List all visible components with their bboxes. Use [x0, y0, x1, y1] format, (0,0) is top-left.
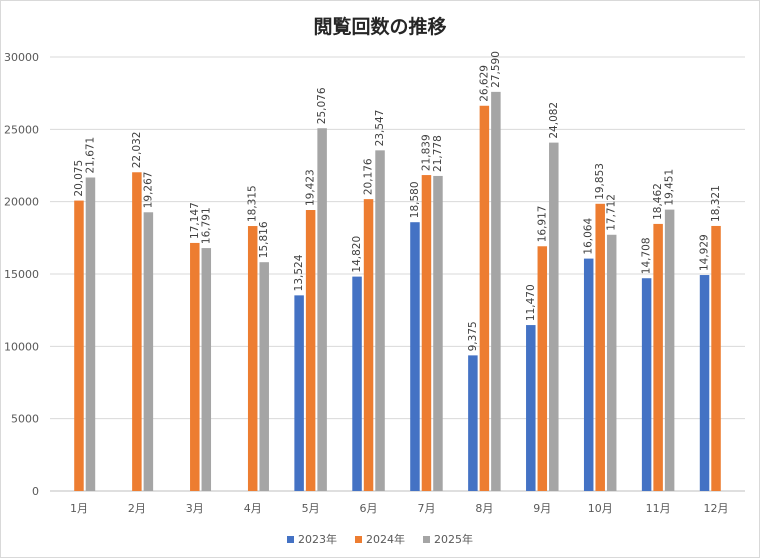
legend-item-2024: 2024年: [355, 531, 405, 547]
x-tick-label: 10月: [588, 502, 613, 515]
bar: [526, 325, 536, 491]
data-label: 17,147: [189, 202, 201, 239]
legend-swatch-2025: [423, 535, 430, 543]
x-tick-label: 1月: [70, 502, 88, 515]
y-tick-label: 5000: [11, 413, 39, 426]
data-label: 16,064: [583, 218, 595, 255]
data-label: 19,267: [142, 172, 154, 209]
legend-label-2025: 2025年: [434, 533, 473, 546]
data-label: 21,778: [432, 135, 444, 172]
legend-label-2023: 2023年: [298, 533, 337, 546]
x-tick-label: 12月: [704, 502, 729, 515]
legend-swatch-2023: [287, 535, 294, 543]
x-tick-label: 7月: [417, 502, 435, 515]
bar: [664, 209, 675, 491]
y-tick-label: 0: [32, 485, 39, 498]
data-label: 18,321: [710, 185, 722, 222]
data-label: 19,451: [664, 169, 676, 206]
bar: [74, 200, 84, 491]
data-label: 22,032: [131, 132, 143, 169]
bar: [317, 128, 327, 491]
data-label: 14,820: [351, 236, 363, 273]
data-label: 18,580: [409, 181, 421, 218]
legend-label-2024: 2024年: [366, 533, 405, 546]
data-label: 26,629: [478, 65, 490, 102]
data-label: 9,375: [467, 321, 479, 351]
bar: [363, 199, 374, 491]
bar: [352, 276, 362, 491]
bar: [190, 242, 200, 491]
y-tick-label: 20000: [4, 196, 39, 209]
legend-item-2023: 2023年: [287, 531, 337, 547]
data-label: 13,524: [293, 254, 305, 291]
bar: [549, 142, 559, 491]
bar: [85, 177, 96, 492]
data-label: 16,791: [200, 207, 212, 244]
bar: [375, 150, 385, 491]
y-tick-label: 25000: [4, 123, 39, 136]
data-label: 11,470: [525, 284, 537, 321]
bar: [433, 175, 443, 491]
bar: [468, 355, 478, 491]
bar: [305, 210, 316, 492]
bar: [421, 175, 432, 491]
bar: [606, 234, 617, 491]
bar: [132, 172, 142, 492]
legend-swatch-2024: [355, 535, 362, 543]
x-tick-label: 3月: [186, 502, 204, 515]
y-tick-label: 15000: [4, 268, 39, 281]
bar: [583, 258, 594, 491]
bar: [711, 225, 721, 491]
data-label: 27,590: [490, 51, 502, 88]
y-tick-label: 30000: [4, 51, 39, 64]
x-tick-label: 6月: [360, 502, 378, 515]
data-label: 20,075: [73, 160, 85, 197]
data-label: 20,176: [363, 158, 375, 195]
x-tick-label: 8月: [475, 502, 493, 515]
data-label: 25,076: [316, 87, 328, 124]
data-label: 18,315: [247, 185, 259, 222]
data-label: 23,547: [374, 110, 386, 147]
bar: [491, 91, 501, 491]
x-tick-label: 5月: [302, 502, 320, 515]
bar: [143, 212, 154, 491]
x-tick-label: 11月: [646, 502, 671, 515]
data-label: 21,839: [420, 134, 432, 171]
bar: [537, 246, 548, 491]
legend-item-2025: 2025年: [423, 531, 473, 547]
bar: [641, 278, 652, 491]
data-label: 21,671: [84, 137, 96, 174]
bar: [294, 295, 304, 491]
data-label: 16,917: [536, 206, 548, 243]
data-label: 19,853: [594, 163, 606, 200]
data-label: 15,816: [258, 221, 270, 258]
chart-title: 閲覧回数の推移: [313, 16, 447, 38]
bar: [595, 203, 605, 491]
bar: [247, 226, 258, 491]
data-label: 17,712: [606, 194, 618, 231]
bar: [699, 275, 710, 491]
bar: [479, 105, 490, 491]
data-label: 14,929: [699, 234, 711, 271]
x-tick-label: 9月: [533, 502, 551, 515]
bar: [201, 248, 212, 491]
y-tick-label: 10000: [4, 340, 39, 353]
data-label: 19,423: [305, 169, 317, 206]
x-tick-label: 4月: [244, 502, 262, 515]
data-label: 14,708: [641, 237, 653, 274]
bar: [410, 222, 420, 491]
bar: [653, 223, 663, 492]
bar: [259, 262, 269, 491]
x-tick-label: 2月: [128, 502, 146, 515]
legend: 2023年 2024年 2025年: [0, 531, 760, 547]
data-label: 24,082: [548, 102, 560, 139]
data-label: 18,462: [652, 183, 664, 220]
